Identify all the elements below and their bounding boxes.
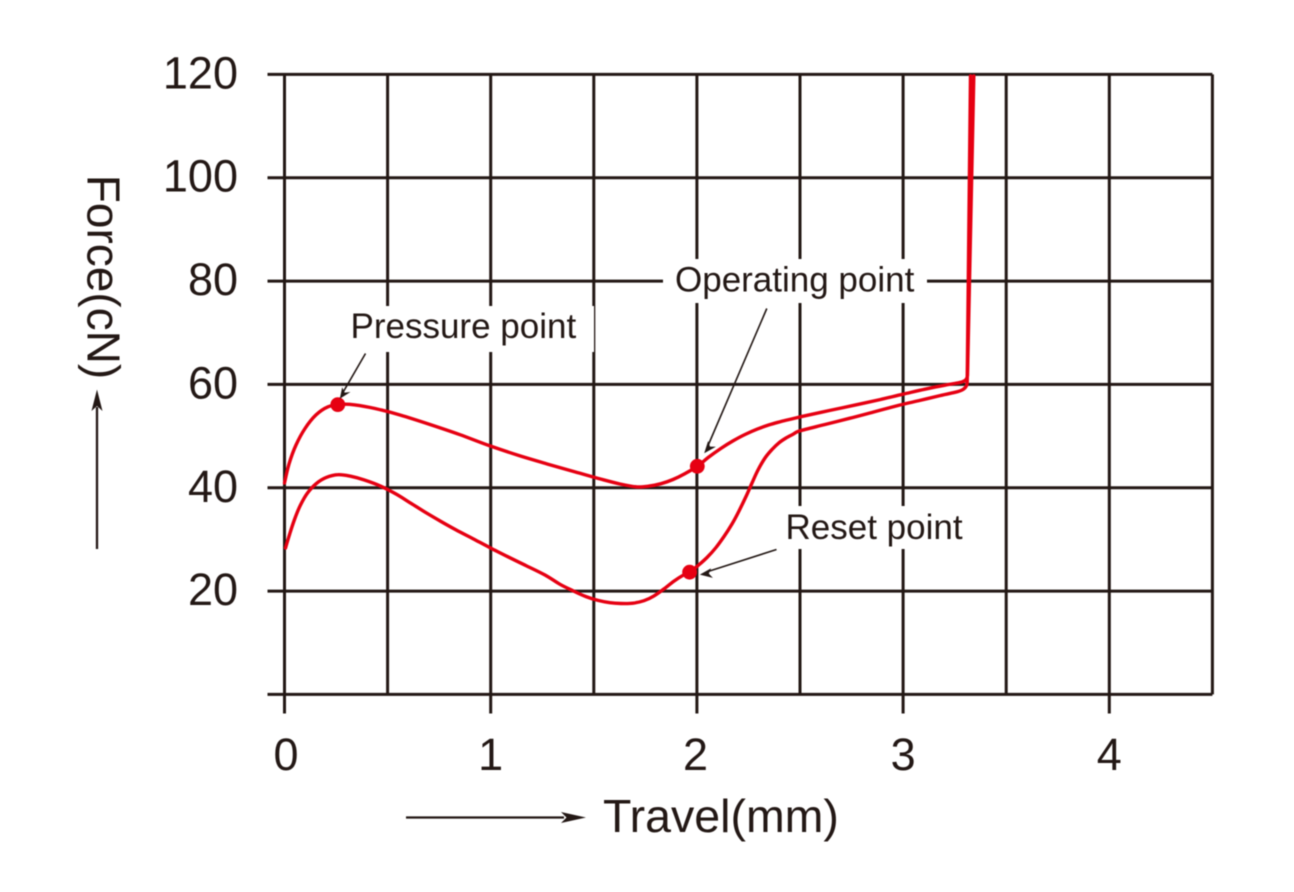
- svg-text:Force(cN): Force(cN): [78, 175, 130, 379]
- svg-text:80: 80: [188, 254, 238, 305]
- svg-text:Operating point: Operating point: [675, 261, 915, 300]
- svg-text:20: 20: [188, 564, 238, 615]
- svg-text:100: 100: [163, 151, 238, 202]
- svg-text:1: 1: [478, 729, 503, 780]
- svg-text:3: 3: [891, 729, 916, 780]
- svg-text:60: 60: [188, 357, 238, 408]
- svg-text:2: 2: [683, 729, 708, 780]
- svg-text:Reset point: Reset point: [786, 508, 963, 547]
- svg-text:0: 0: [273, 729, 298, 780]
- svg-text:120: 120: [163, 47, 238, 98]
- svg-text:Travel(mm): Travel(mm): [603, 790, 839, 842]
- svg-text:Pressure point: Pressure point: [351, 307, 577, 346]
- svg-text:4: 4: [1097, 729, 1122, 780]
- svg-text:40: 40: [188, 461, 238, 512]
